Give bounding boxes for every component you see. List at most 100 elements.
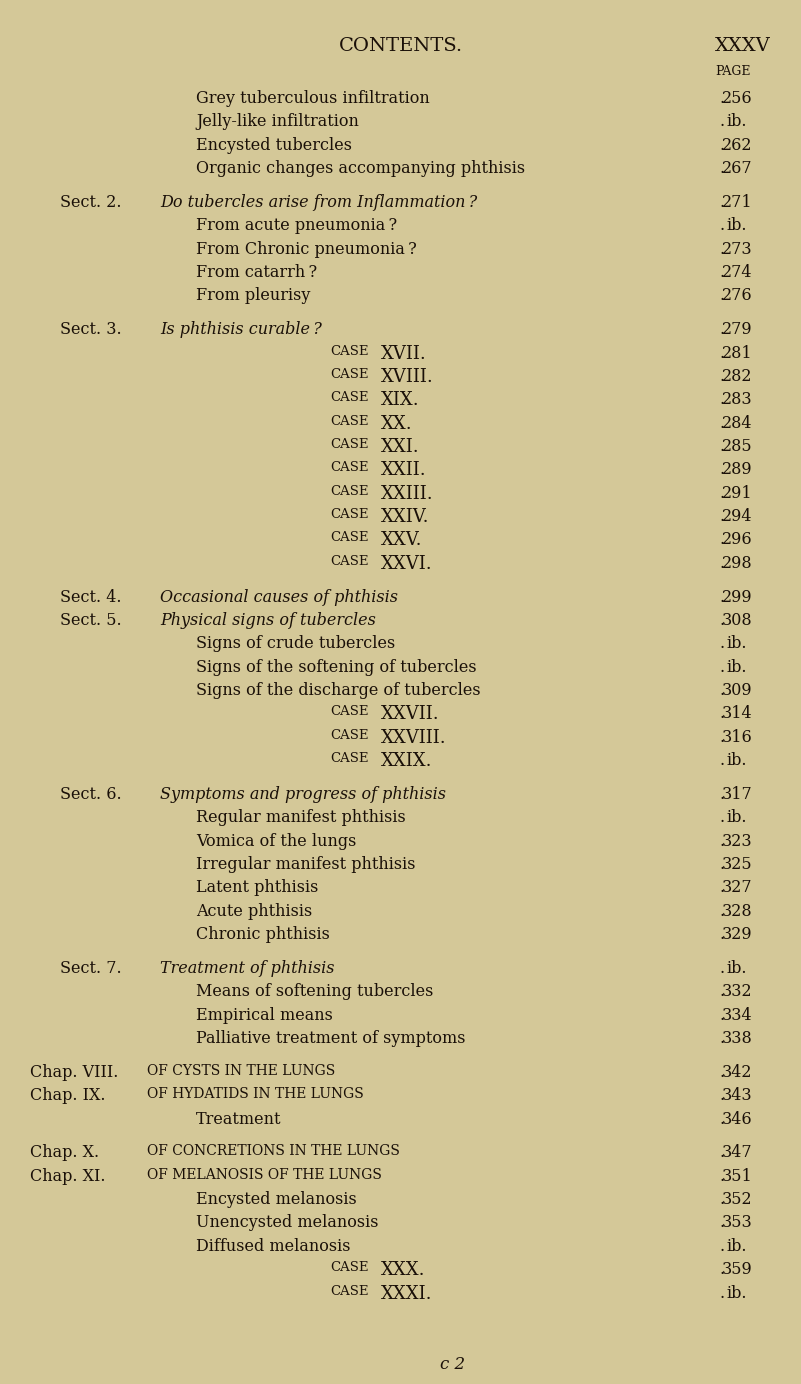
Text: Empirical means: Empirical means <box>196 1006 333 1024</box>
Text: 262: 262 <box>722 137 752 154</box>
Text: 283: 283 <box>722 392 752 408</box>
Text: 256: 256 <box>722 90 752 107</box>
Text: 289: 289 <box>722 461 752 479</box>
Text: .: . <box>720 1215 725 1232</box>
Text: 332: 332 <box>722 983 752 1001</box>
Text: .: . <box>720 241 725 257</box>
Text: 294: 294 <box>722 508 752 525</box>
Text: .: . <box>720 752 725 770</box>
Text: Symptoms and progress of phthisis: Symptoms and progress of phthisis <box>160 786 446 803</box>
Text: 309: 309 <box>722 682 752 699</box>
Text: 351: 351 <box>722 1168 752 1185</box>
Text: OF CYSTS IN THE LUNGS: OF CYSTS IN THE LUNGS <box>147 1064 335 1078</box>
Text: .: . <box>720 879 725 897</box>
Text: ib.: ib. <box>727 1237 747 1255</box>
Text: Chap. VIII.: Chap. VIII. <box>30 1064 119 1081</box>
Text: XXX.: XXX. <box>380 1261 425 1279</box>
Text: 325: 325 <box>722 855 752 873</box>
Text: ib.: ib. <box>727 960 747 977</box>
Text: XVII.: XVII. <box>380 345 426 363</box>
Text: 285: 285 <box>722 437 752 455</box>
Text: 317: 317 <box>722 786 752 803</box>
Text: 281: 281 <box>722 345 752 361</box>
Text: 314: 314 <box>722 706 752 722</box>
Text: ib.: ib. <box>727 217 747 234</box>
Text: .: . <box>720 682 725 699</box>
Text: Regular manifest phthisis: Regular manifest phthisis <box>196 810 406 826</box>
Text: 334: 334 <box>722 1006 752 1024</box>
Text: 274: 274 <box>722 264 752 281</box>
Text: 352: 352 <box>722 1192 752 1208</box>
Text: .: . <box>720 960 725 977</box>
Text: .: . <box>720 1088 725 1104</box>
Text: .: . <box>720 635 725 652</box>
Text: XXVIII.: XXVIII. <box>380 729 446 747</box>
Text: 346: 346 <box>722 1110 752 1128</box>
Text: 296: 296 <box>722 531 752 548</box>
Text: Vomica of the lungs: Vomica of the lungs <box>196 833 356 850</box>
Text: CONTENTS.: CONTENTS. <box>339 37 462 55</box>
Text: 342: 342 <box>722 1064 752 1081</box>
Text: .: . <box>720 1261 725 1279</box>
Text: ib.: ib. <box>727 752 747 770</box>
Text: .: . <box>720 1030 725 1046</box>
Text: PAGE: PAGE <box>715 65 751 78</box>
Text: Chap. X.: Chap. X. <box>30 1145 99 1161</box>
Text: Jelly-like infiltration: Jelly-like infiltration <box>196 113 359 130</box>
Text: .: . <box>720 1192 725 1208</box>
Text: 327: 327 <box>722 879 752 897</box>
Text: .: . <box>720 321 725 338</box>
Text: CASE: CASE <box>330 555 368 567</box>
Text: Sect. 5.: Sect. 5. <box>60 612 122 628</box>
Text: CASE: CASE <box>330 392 368 404</box>
Text: OF MELANOSIS OF THE LUNGS: OF MELANOSIS OF THE LUNGS <box>147 1168 381 1182</box>
Text: CASE: CASE <box>330 729 368 742</box>
Text: .: . <box>720 1145 725 1161</box>
Text: Palliative treatment of symptoms: Palliative treatment of symptoms <box>196 1030 465 1046</box>
Text: From acute pneumonia ?: From acute pneumonia ? <box>196 217 397 234</box>
Text: Treatment of phthisis: Treatment of phthisis <box>160 960 335 977</box>
Text: OF HYDATIDS IN THE LUNGS: OF HYDATIDS IN THE LUNGS <box>147 1088 364 1102</box>
Text: From Chronic pneumonia ?: From Chronic pneumonia ? <box>196 241 417 257</box>
Text: .: . <box>720 729 725 746</box>
Text: CASE: CASE <box>330 415 368 428</box>
Text: c 2: c 2 <box>440 1356 465 1373</box>
Text: XXVII.: XXVII. <box>380 706 439 724</box>
Text: Irregular manifest phthisis: Irregular manifest phthisis <box>196 855 416 873</box>
Text: .: . <box>720 113 725 130</box>
Text: 279: 279 <box>722 321 752 338</box>
Text: ib.: ib. <box>727 810 747 826</box>
Text: Sect. 3.: Sect. 3. <box>60 321 122 338</box>
Text: Chap. XI.: Chap. XI. <box>30 1168 106 1185</box>
Text: 323: 323 <box>722 833 752 850</box>
Text: Encysted melanosis: Encysted melanosis <box>196 1192 357 1208</box>
Text: Acute phthisis: Acute phthisis <box>196 902 312 920</box>
Text: 284: 284 <box>722 415 752 432</box>
Text: Encysted tubercles: Encysted tubercles <box>196 137 352 154</box>
Text: 308: 308 <box>722 612 752 628</box>
Text: 267: 267 <box>722 161 752 177</box>
Text: .: . <box>720 1168 725 1185</box>
Text: 343: 343 <box>722 1088 752 1104</box>
Text: Chronic phthisis: Chronic phthisis <box>196 926 330 943</box>
Text: CASE: CASE <box>330 1261 368 1275</box>
Text: 271: 271 <box>722 194 752 210</box>
Text: XVIII.: XVIII. <box>380 368 433 386</box>
Text: ib.: ib. <box>727 659 747 675</box>
Text: .: . <box>720 855 725 873</box>
Text: Signs of crude tubercles: Signs of crude tubercles <box>196 635 396 652</box>
Text: Signs of the discharge of tubercles: Signs of the discharge of tubercles <box>196 682 481 699</box>
Text: CASE: CASE <box>330 345 368 357</box>
Text: 328: 328 <box>722 902 752 920</box>
Text: Treatment: Treatment <box>196 1110 282 1128</box>
Text: .: . <box>720 194 725 210</box>
Text: XXXV: XXXV <box>714 37 771 55</box>
Text: .: . <box>720 392 725 408</box>
Text: .: . <box>720 345 725 361</box>
Text: XX.: XX. <box>380 415 412 433</box>
Text: 276: 276 <box>722 288 752 304</box>
Text: Sect. 7.: Sect. 7. <box>60 960 122 977</box>
Text: .: . <box>720 833 725 850</box>
Text: 353: 353 <box>722 1215 752 1232</box>
Text: Signs of the softening of tubercles: Signs of the softening of tubercles <box>196 659 477 675</box>
